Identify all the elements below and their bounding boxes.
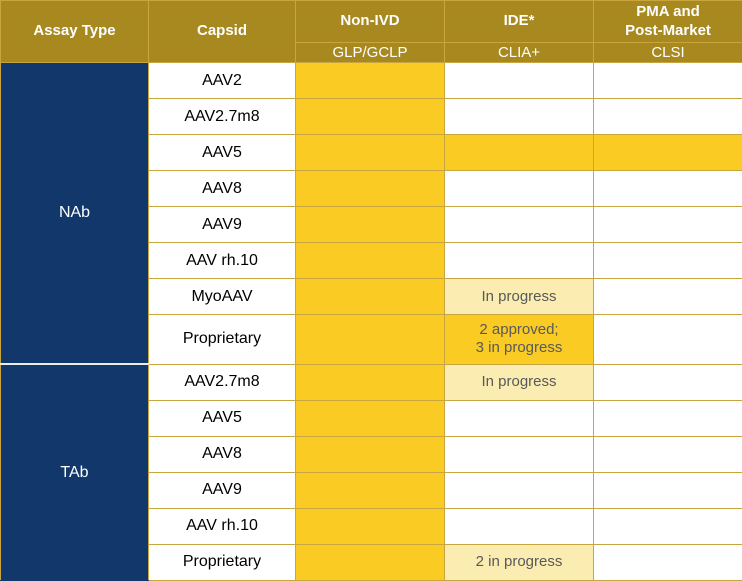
- status-cell-ide: [444, 170, 594, 208]
- table-row: Proprietary 2 approved; 3 in progress: [1, 314, 742, 365]
- table-body: NAb AAV2 AAV2.7m8 AAV5 AAV8 AAV9: [0, 61, 742, 581]
- table-row: NAb AAV2: [0, 61, 742, 366]
- status-cell-pma: [593, 170, 742, 208]
- capsid-cell: AAV5: [148, 134, 296, 172]
- header-cell-non-ivd: Non-IVD: [295, 0, 445, 43]
- status-cell-ide: In progress: [444, 363, 594, 401]
- status-cell-pma: [593, 435, 742, 473]
- capsid-cell: AAV2.7m8: [148, 98, 296, 136]
- subheader-cell-clsi: CLSI: [593, 42, 742, 63]
- capsid-cell: AAV9: [148, 206, 296, 244]
- status-cell-pma: [593, 363, 742, 401]
- status-cell-ide: [444, 98, 594, 136]
- status-cell-ide: [444, 134, 594, 172]
- header-cell-ide: IDE*: [444, 0, 594, 43]
- status-cell-pma: [593, 134, 742, 172]
- table-row: AAV8: [1, 435, 742, 473]
- status-cell-non-ivd: [295, 278, 445, 316]
- table-row: AAV8: [1, 170, 742, 208]
- header-row-main: Assay Type Capsid Non-IVD IDE* PMA and P…: [0, 0, 742, 63]
- status-cell-pma: [593, 399, 742, 437]
- status-cell-non-ivd: [295, 61, 445, 100]
- status-cell-non-ivd: [295, 314, 445, 365]
- status-cell-non-ivd: [295, 170, 445, 208]
- status-cell-non-ivd: [295, 134, 445, 172]
- status-cell-non-ivd: [295, 98, 445, 136]
- table-row: TAb AAV2.7m8 In progress: [0, 363, 742, 581]
- status-cell-non-ivd: [295, 242, 445, 280]
- status-cell-non-ivd: [295, 543, 445, 581]
- capsid-cell: AAV2.7m8: [148, 363, 296, 401]
- status-cell-ide: [444, 471, 594, 509]
- status-cell-pma: [593, 61, 742, 100]
- capsid-cell: AAV rh.10: [148, 507, 296, 545]
- status-cell-ide: [444, 242, 594, 280]
- header-cell-pma: PMA and Post-Market: [593, 0, 742, 43]
- status-cell-non-ivd: [295, 435, 445, 473]
- status-cell-pma: [593, 543, 742, 581]
- capsid-cell: AAV9: [148, 471, 296, 509]
- capsid-cell: AAV5: [148, 399, 296, 437]
- header-cell-capsid: Capsid: [148, 0, 296, 63]
- status-cell-pma: [593, 242, 742, 280]
- assay-group-tab-cell: TAb: [0, 363, 149, 581]
- status-cell-pma: [593, 278, 742, 316]
- table-row: AAV rh.10: [1, 242, 742, 280]
- status-cell-pma: [593, 98, 742, 136]
- status-cell-pma: [593, 471, 742, 509]
- capsid-cell: Proprietary: [148, 543, 296, 581]
- status-cell-ide: [444, 399, 594, 437]
- assay-group-nab-cell: NAb: [0, 62, 149, 366]
- capsid-cell: AAV rh.10: [148, 242, 296, 280]
- table-row: AAV5: [1, 134, 742, 172]
- status-cell-ide: [444, 507, 594, 545]
- status-cell-non-ivd: [295, 471, 445, 509]
- capsid-cell: AAV8: [148, 170, 296, 208]
- status-cell-ide: [444, 206, 594, 244]
- subheader-cell-glp-gclp: GLP/GCLP: [295, 42, 445, 63]
- status-cell-pma: [593, 507, 742, 545]
- table-row: AAV9: [1, 471, 742, 509]
- table-header: Assay Type Capsid Non-IVD IDE* PMA and P…: [0, 0, 742, 63]
- capsid-cell: AAV2: [148, 61, 296, 100]
- status-cell-ide: [444, 61, 594, 100]
- status-cell-non-ivd: [295, 507, 445, 545]
- header-cell-assay-type: Assay Type: [0, 0, 149, 63]
- status-cell-non-ivd: [295, 206, 445, 244]
- status-cell-pma: [593, 314, 742, 365]
- table-row: AAV9: [1, 206, 742, 244]
- table-row: Proprietary 2 in progress: [1, 543, 742, 581]
- status-cell-non-ivd: [295, 363, 445, 401]
- capsid-cell: AAV8: [148, 435, 296, 473]
- capsid-cell: Proprietary: [148, 314, 296, 365]
- header-row-sub: GLP/GCLP CLIA+ CLSI: [1, 42, 742, 63]
- status-cell-ide: 2 approved; 3 in progress: [444, 314, 594, 365]
- table-row: AAV5: [1, 399, 742, 437]
- status-cell-pma: [593, 206, 742, 244]
- status-cell-non-ivd: [295, 399, 445, 437]
- table-row: AAV rh.10: [1, 507, 742, 545]
- subheader-cell-clia: CLIA+: [444, 42, 594, 63]
- status-cell-ide: [444, 435, 594, 473]
- capsid-cell: MyoAAV: [148, 278, 296, 316]
- status-cell-ide: In progress: [444, 278, 594, 316]
- status-cell-ide: 2 in progress: [444, 543, 594, 581]
